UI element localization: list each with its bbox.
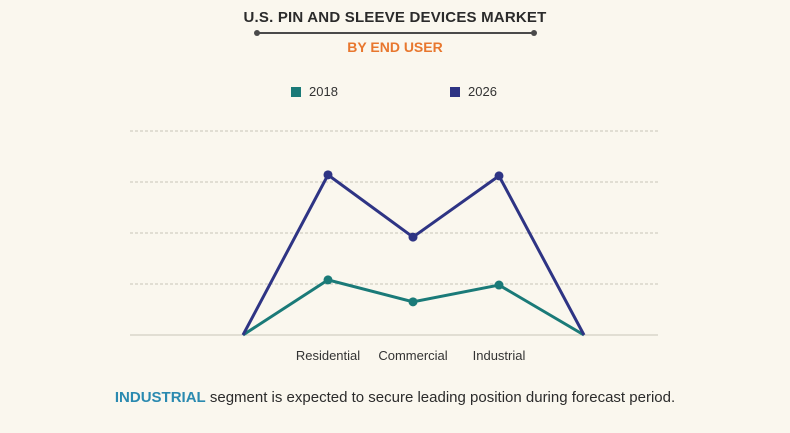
footer-text: segment is expected to secure leading po… bbox=[205, 389, 676, 406]
series-line-2018 bbox=[242, 278, 585, 337]
legend-item-2026: 2026 bbox=[450, 84, 497, 99]
legend-swatch-2018 bbox=[291, 86, 301, 97]
series-line-2026 bbox=[241, 172, 586, 336]
footer-note: INDUSTRIAL segment is expected to secure… bbox=[0, 389, 790, 406]
legend-swatch-2026 bbox=[450, 86, 460, 97]
data-point-2018-industrial bbox=[494, 280, 504, 290]
data-point-2026-industrial bbox=[494, 171, 504, 181]
x-tick-label-commercial: Commercial bbox=[378, 348, 447, 363]
chart-title: U.S. PIN AND SLEEVE DEVICES MARKET bbox=[243, 9, 547, 26]
data-point-2026-commercial bbox=[408, 232, 418, 242]
data-point-2018-commercial bbox=[408, 297, 418, 307]
x-tick-label-residential: Residential bbox=[296, 348, 360, 363]
data-point-2018-residential bbox=[323, 275, 333, 285]
footer-highlight: INDUSTRIAL bbox=[114, 389, 206, 406]
title-divider bbox=[254, 30, 537, 36]
legend-label-2018: 2018 bbox=[309, 84, 338, 99]
legend-item-2018: 2018 bbox=[291, 84, 338, 99]
legend-label-2026: 2026 bbox=[468, 84, 497, 99]
data-point-2026-residential bbox=[323, 170, 333, 180]
chart-subtitle: BY END USER bbox=[347, 39, 443, 55]
x-tick-label-industrial: Industrial bbox=[473, 348, 526, 363]
